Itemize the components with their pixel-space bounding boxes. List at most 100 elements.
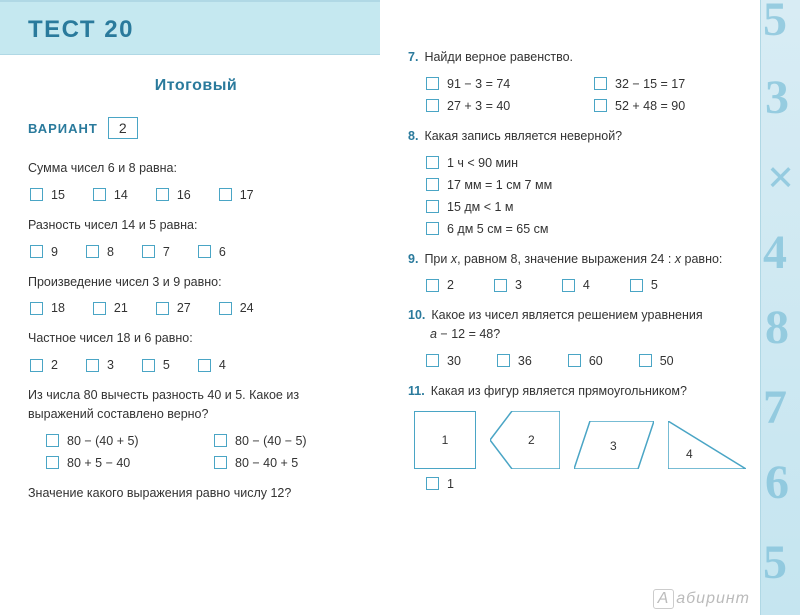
q8-opt-0[interactable]: 1 ч < 90 мин xyxy=(426,156,744,170)
q3-opt-1[interactable]: 21 xyxy=(93,301,128,315)
q1-text: Сумма чисел 6 и 8 равна: xyxy=(28,159,364,178)
q9-opt-3[interactable]: 5 xyxy=(630,278,658,292)
q4-opt-3[interactable]: 4 xyxy=(198,358,226,372)
q9-opt-0[interactable]: 2 xyxy=(426,278,454,292)
q10-opt-3[interactable]: 50 xyxy=(639,354,674,368)
q9-text: 9.При x, равном 8, значение выражения 24… xyxy=(408,250,744,269)
q10-text: 10.Какое из чисел является решением урав… xyxy=(408,306,744,344)
checkbox-icon xyxy=(86,245,99,258)
checkbox-icon xyxy=(426,77,439,90)
q3-opt-0[interactable]: 18 xyxy=(30,301,65,315)
shape-pentagon: 2 xyxy=(490,411,560,469)
q5-opt-0[interactable]: 80 − (40 + 5) xyxy=(46,434,196,448)
q2-opt-2[interactable]: 7 xyxy=(142,245,170,259)
q11-opt-0[interactable]: 1 xyxy=(426,477,454,491)
q1-opt-1[interactable]: 14 xyxy=(93,188,128,202)
q7-opt-2[interactable]: 27 + 3 = 40 xyxy=(426,99,576,113)
checkbox-icon xyxy=(497,354,510,367)
checkbox-icon xyxy=(630,279,643,292)
q1-opt-3[interactable]: 17 xyxy=(219,188,254,202)
q3-opt-2[interactable]: 27 xyxy=(156,301,191,315)
q6-text: Значение какого выражения равно числу 12… xyxy=(28,484,364,503)
question-9: 9.При x, равном 8, значение выражения 24… xyxy=(408,250,744,293)
q5-opt-1[interactable]: 80 − (40 − 5) xyxy=(214,434,364,448)
q2-options: 9 8 7 6 xyxy=(30,245,364,259)
question-5: Из числа 80 вычесть разность 40 и 5. Как… xyxy=(28,386,364,470)
checkbox-icon xyxy=(426,99,439,112)
question-6: Значение какого выражения равно числу 12… xyxy=(28,484,364,503)
q5-text: Из числа 80 вычесть разность 40 и 5. Как… xyxy=(28,386,364,424)
q2-opt-0[interactable]: 9 xyxy=(30,245,58,259)
checkbox-icon xyxy=(594,99,607,112)
title-bar: ТЕСТ 20 xyxy=(0,0,380,55)
q9-opt-2[interactable]: 4 xyxy=(562,278,590,292)
question-11: 11.Какая из фигур является прямоугольник… xyxy=(408,382,744,491)
checkbox-icon xyxy=(198,359,211,372)
variant-row: ВАРИАНТ 2 xyxy=(28,117,364,139)
checkbox-icon xyxy=(219,188,232,201)
checkbox-icon xyxy=(93,188,106,201)
q9-opt-1[interactable]: 3 xyxy=(494,278,522,292)
q3-opt-3[interactable]: 24 xyxy=(219,301,254,315)
q1-opt-0[interactable]: 15 xyxy=(30,188,65,202)
q1-options: 15 14 16 17 xyxy=(30,188,364,202)
q11-options: 1 xyxy=(426,477,744,491)
checkbox-icon xyxy=(426,178,439,191)
q10-opt-1[interactable]: 36 xyxy=(497,354,532,368)
q1-opt-2[interactable]: 16 xyxy=(156,188,191,202)
test-title: ТЕСТ 20 xyxy=(28,16,380,44)
q2-opt-1[interactable]: 8 xyxy=(86,245,114,259)
q9-options: 2 3 4 5 xyxy=(426,278,744,292)
q8-opt-1[interactable]: 17 мм = 1 см 7 мм xyxy=(426,178,744,192)
q10-opt-0[interactable]: 30 xyxy=(426,354,461,368)
q4-opt-0[interactable]: 2 xyxy=(30,358,58,372)
q5-opt-3[interactable]: 80 − 40 + 5 xyxy=(214,456,364,470)
q8-options: 1 ч < 90 мин 17 мм = 1 см 7 мм 15 дм < 1… xyxy=(426,156,744,236)
checkbox-icon xyxy=(426,200,439,213)
q11-text: 11.Какая из фигур является прямоугольник… xyxy=(408,382,744,401)
q11-shapes: 1 2 3 4 xyxy=(414,411,744,469)
question-2: Разность чисел 14 и 5 равна: 9 8 7 6 xyxy=(28,216,364,259)
question-4: Частное чисел 18 и 6 равно: 2 3 5 4 xyxy=(28,329,364,372)
q2-opt-3[interactable]: 6 xyxy=(198,245,226,259)
q8-opt-2[interactable]: 15 дм < 1 м xyxy=(426,200,744,214)
variant-number: 2 xyxy=(108,117,138,139)
checkbox-icon xyxy=(568,354,581,367)
checkbox-icon xyxy=(142,359,155,372)
checkbox-icon xyxy=(156,302,169,315)
q4-options: 2 3 5 4 xyxy=(30,358,364,372)
checkbox-icon xyxy=(426,354,439,367)
checkbox-icon xyxy=(426,279,439,292)
checkbox-icon xyxy=(214,456,227,469)
shape-parallelogram: 3 xyxy=(574,421,654,469)
q7-opt-0[interactable]: 91 − 3 = 74 xyxy=(426,77,576,91)
q10-options: 30 36 60 50 xyxy=(426,354,744,368)
q2-text: Разность чисел 14 и 5 равна: xyxy=(28,216,364,235)
shape-square: 1 xyxy=(414,411,476,469)
q10-opt-2[interactable]: 60 xyxy=(568,354,603,368)
checkbox-icon xyxy=(219,302,232,315)
checkbox-icon xyxy=(426,222,439,235)
question-10: 10.Какое из чисел является решением урав… xyxy=(408,306,744,368)
checkbox-icon xyxy=(93,302,106,315)
checkbox-icon xyxy=(214,434,227,447)
q4-opt-2[interactable]: 5 xyxy=(142,358,170,372)
q3-options: 18 21 27 24 xyxy=(30,301,364,315)
pentagon-icon xyxy=(490,411,560,469)
q7-opt-3[interactable]: 52 + 48 = 90 xyxy=(594,99,744,113)
checkbox-icon xyxy=(156,188,169,201)
checkbox-icon xyxy=(142,245,155,258)
square-icon: 1 xyxy=(414,411,476,469)
checkbox-icon xyxy=(30,359,43,372)
q4-text: Частное чисел 18 и 6 равно: xyxy=(28,329,364,348)
right-column: 7.Найди верное равенство. 91 − 3 = 74 32… xyxy=(380,0,760,615)
side-decoration: 5 3 × 4 8 7 6 5 xyxy=(760,0,800,615)
q7-opt-1[interactable]: 32 − 15 = 17 xyxy=(594,77,744,91)
q8-text: 8.Какая запись является неверной? xyxy=(408,127,744,146)
checkbox-icon xyxy=(46,456,59,469)
q8-opt-3[interactable]: 6 дм 5 см = 65 см xyxy=(426,222,744,236)
q7-text: 7.Найди верное равенство. xyxy=(408,48,744,67)
variant-label: ВАРИАНТ xyxy=(28,121,98,136)
q5-opt-2[interactable]: 80 + 5 − 40 xyxy=(46,456,196,470)
q4-opt-1[interactable]: 3 xyxy=(86,358,114,372)
